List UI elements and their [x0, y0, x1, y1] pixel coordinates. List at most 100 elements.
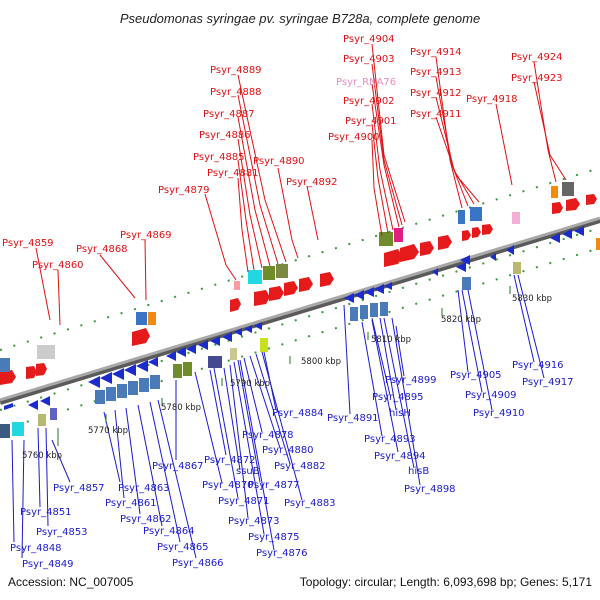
- feature-box[interactable]: [551, 186, 558, 198]
- gene-label[interactable]: Psyr_4904: [343, 34, 395, 45]
- gene-arrow-forward[interactable]: [438, 235, 452, 250]
- gene-arrow-reverse[interactable]: [210, 336, 220, 346]
- feature-box[interactable]: [117, 384, 127, 398]
- gene-arrow-reverse[interactable]: [40, 396, 50, 406]
- gene-label[interactable]: ssuB: [236, 466, 260, 477]
- feature-box[interactable]: [379, 232, 393, 246]
- gene-label[interactable]: Psyr_4916: [512, 360, 564, 371]
- gene-arrow-forward[interactable]: [36, 363, 47, 376]
- feature-box[interactable]: [462, 277, 471, 290]
- gene-label[interactable]: Psyr_4878: [242, 430, 294, 441]
- gene-arrow-reverse[interactable]: [550, 233, 560, 243]
- feature-box[interactable]: [0, 424, 10, 438]
- feature-box[interactable]: [380, 302, 388, 316]
- gene-arrow-reverse[interactable]: [574, 226, 584, 236]
- feature-box[interactable]: [37, 345, 55, 359]
- gene-label[interactable]: Psyr_4912: [410, 88, 462, 99]
- gene-label[interactable]: Psyr_4917: [522, 377, 574, 388]
- feature-box[interactable]: [183, 362, 192, 376]
- feature-box[interactable]: [260, 338, 268, 352]
- gene-arrow-forward[interactable]: [566, 198, 580, 211]
- gene-label[interactable]: hisH: [389, 408, 411, 419]
- gene-label[interactable]: Psyr_4875: [248, 532, 300, 543]
- gene-arrow-forward[interactable]: [269, 286, 284, 301]
- gene-arrow-reverse[interactable]: [254, 322, 262, 330]
- gene-arrow-reverse[interactable]: [166, 351, 176, 361]
- gene-label[interactable]: Psyr_4923: [511, 73, 563, 84]
- gene-label[interactable]: Psyr_4893: [364, 434, 416, 445]
- gene-arrow-forward[interactable]: [132, 328, 150, 346]
- gene-label[interactable]: Psyr_4887: [203, 109, 255, 120]
- gene-label[interactable]: Psyr_4885: [193, 152, 245, 163]
- gene-arrow-forward[interactable]: [299, 277, 313, 292]
- gene-arrow-forward[interactable]: [420, 241, 434, 256]
- feature-box[interactable]: [350, 307, 358, 321]
- gene-arrow-reverse[interactable]: [562, 229, 572, 239]
- gene-label[interactable]: Psyr_4909: [465, 390, 517, 401]
- gene-label[interactable]: Psyr_4901: [345, 116, 397, 127]
- feature-box[interactable]: [0, 358, 10, 372]
- gene-arrow-reverse[interactable]: [148, 357, 158, 367]
- feature-box[interactable]: [106, 387, 116, 401]
- gene-label[interactable]: Psyr_4871: [218, 496, 270, 507]
- gene-label[interactable]: Psyr_4879: [158, 185, 210, 196]
- feature-box[interactable]: [276, 264, 288, 278]
- feature-box[interactable]: [230, 348, 237, 360]
- gene-label[interactable]: Psyr_4884: [272, 408, 324, 419]
- feature-box[interactable]: [38, 414, 46, 426]
- gene-arrow-reverse[interactable]: [344, 293, 354, 303]
- feature-box[interactable]: [139, 378, 149, 392]
- gene-label[interactable]: Psyr_4899: [385, 375, 437, 386]
- gene-label[interactable]: Psyr_4883: [284, 498, 336, 509]
- gene-label[interactable]: Psyr_4894: [374, 451, 426, 462]
- gene-label[interactable]: Psyr_4862: [120, 514, 172, 525]
- gene-label[interactable]: Psyr_4861: [105, 498, 157, 509]
- gene-arrow-reverse[interactable]: [244, 325, 252, 333]
- gene-label[interactable]: Psyr_4870: [202, 480, 254, 491]
- gene-arrow-reverse[interactable]: [490, 253, 496, 261]
- gene-label[interactable]: Psyr_4851: [20, 507, 72, 518]
- gene-arrow-reverse[interactable]: [136, 360, 148, 372]
- gene-arrow-reverse[interactable]: [364, 287, 374, 297]
- gene-label[interactable]: Psyr_4898: [404, 484, 456, 495]
- gene-label[interactable]: hisB: [408, 466, 429, 477]
- feature-box[interactable]: [50, 408, 57, 420]
- gene-label[interactable]: Psyr_4865: [157, 542, 209, 553]
- gene-label[interactable]: Psyr_4905: [450, 370, 502, 381]
- gene-label[interactable]: Psyr_4876: [256, 548, 308, 559]
- feature-box[interactable]: [513, 262, 521, 274]
- gene-arrow-reverse[interactable]: [384, 282, 392, 290]
- gene-arrow-reverse[interactable]: [176, 347, 186, 357]
- gene-label[interactable]: Psyr_4866: [172, 558, 224, 569]
- feature-box[interactable]: [263, 266, 275, 280]
- feature-box[interactable]: [148, 312, 156, 325]
- gene-label[interactable]: Psyr_4886: [199, 130, 251, 141]
- gene-label[interactable]: Psyr_4869: [120, 230, 172, 241]
- gene-label[interactable]: Psyr_4867: [152, 461, 204, 472]
- gene-label[interactable]: Psyr_4849: [22, 559, 74, 570]
- gene-arrow-reverse[interactable]: [124, 364, 136, 376]
- gene-arrow-forward[interactable]: [230, 298, 241, 312]
- gene-label[interactable]: Psyr_4895: [372, 392, 424, 403]
- gene-label[interactable]: Psyr_4848: [10, 543, 62, 554]
- gene-arrow-reverse[interactable]: [4, 403, 13, 410]
- feature-box[interactable]: [234, 281, 240, 290]
- gene-label[interactable]: Psyr_4857: [53, 483, 105, 494]
- gene-label[interactable]: Psyr_4910: [473, 408, 525, 419]
- feature-box[interactable]: [370, 303, 378, 317]
- gene-label[interactable]: Psyr_4913: [410, 67, 462, 78]
- gene-label[interactable]: Psyr_4880: [262, 445, 314, 456]
- gene-arrow-reverse[interactable]: [198, 340, 208, 350]
- gene-label[interactable]: Psyr_4881: [207, 168, 259, 179]
- gene-label[interactable]: Psyr_4863: [118, 483, 170, 494]
- gene-arrow-reverse[interactable]: [354, 290, 364, 300]
- gene-label[interactable]: Psyr_4882: [274, 461, 326, 472]
- gene-arrow-forward[interactable]: [384, 249, 403, 267]
- gene-label[interactable]: Psyr_4918: [466, 94, 518, 105]
- feature-box[interactable]: [596, 238, 600, 250]
- gene-label[interactable]: Psyr_4877: [248, 480, 300, 491]
- gene-arrow-reverse[interactable]: [100, 372, 112, 384]
- feature-box[interactable]: [248, 270, 262, 284]
- gene-arrow-reverse[interactable]: [374, 284, 384, 294]
- gene-label[interactable]: Psyr_4868: [76, 244, 128, 255]
